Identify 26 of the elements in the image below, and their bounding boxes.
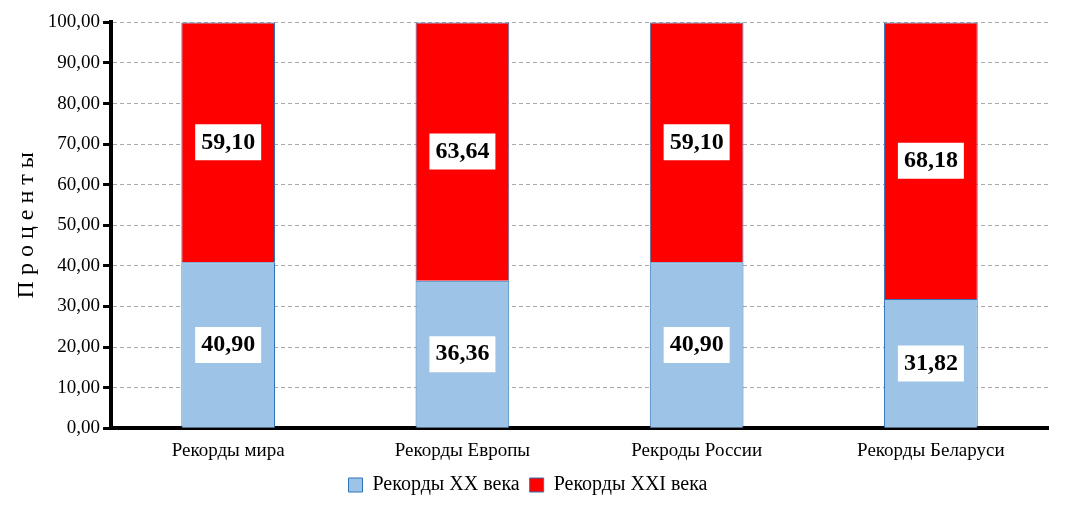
y-tick-label: 10,00 [57,375,101,397]
data-label: 59,10 [669,127,724,154]
legend-label: Рекорды XX века [372,472,520,496]
y-tick-label: 20,00 [57,335,101,357]
y-tick-label: 100,00 [47,10,101,32]
data-label: 36,36 [435,339,490,366]
data-label: 63,64 [435,136,490,163]
data-label: 31,82 [903,348,958,375]
data-label: 59,10 [201,127,256,154]
x-tick-label: Рекорды мира [171,438,286,460]
y-tick-label: 0,00 [66,416,101,438]
legend-label: Рекорды XXI века [553,472,708,496]
data-label: 40,90 [201,330,256,357]
y-tick-label: 40,00 [57,253,101,275]
y-axis-title: П р о ц е н т ы [11,152,38,299]
y-tick-label: 80,00 [57,91,101,113]
y-tick-label: 70,00 [57,132,101,154]
y-tick-label: 90,00 [57,50,101,72]
x-tick-label: Рекроды России [631,438,763,460]
data-label: 68,18 [903,145,958,172]
data-label: 40,90 [669,330,724,357]
x-tick-label: Рекорды Европы [394,438,531,460]
y-tick-label: 50,00 [57,213,101,235]
y-tick-label: 30,00 [57,294,101,316]
y-tick-label: 60,00 [57,172,101,194]
x-tick-label: Рекорды Беларуси [857,438,1005,460]
